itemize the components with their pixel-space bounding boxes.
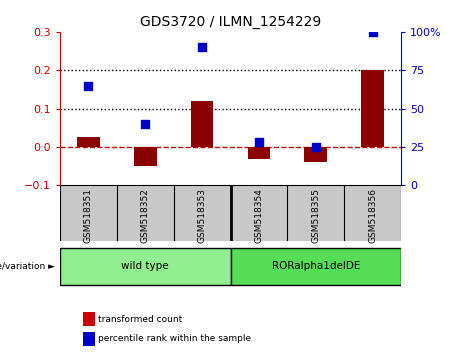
- Bar: [248, 147, 270, 159]
- Point: [198, 44, 206, 50]
- Point: [255, 139, 263, 145]
- Text: GSM518355: GSM518355: [311, 188, 320, 243]
- Text: percentile rank within the sample: percentile rank within the sample: [98, 334, 251, 343]
- Bar: [304, 147, 327, 162]
- Bar: [361, 70, 384, 147]
- Bar: [77, 137, 100, 147]
- Text: GSM518352: GSM518352: [141, 188, 150, 243]
- Title: GDS3720 / ILMN_1254229: GDS3720 / ILMN_1254229: [140, 16, 321, 29]
- Text: RORalpha1delDE: RORalpha1delDE: [272, 261, 360, 270]
- Point: [142, 121, 149, 127]
- Text: genotype/variation ►: genotype/variation ►: [0, 262, 55, 271]
- Point: [312, 144, 319, 150]
- Text: GSM518354: GSM518354: [254, 188, 263, 243]
- Point: [85, 83, 92, 88]
- Text: transformed count: transformed count: [98, 315, 183, 324]
- Bar: [230, 248, 401, 285]
- Text: wild type: wild type: [121, 261, 169, 270]
- Bar: [134, 147, 157, 166]
- Text: GSM518353: GSM518353: [198, 188, 207, 243]
- Text: GSM518356: GSM518356: [368, 188, 377, 243]
- Text: GSM518351: GSM518351: [84, 188, 93, 243]
- Bar: [191, 101, 213, 147]
- Bar: [60, 248, 230, 285]
- Point: [369, 29, 376, 35]
